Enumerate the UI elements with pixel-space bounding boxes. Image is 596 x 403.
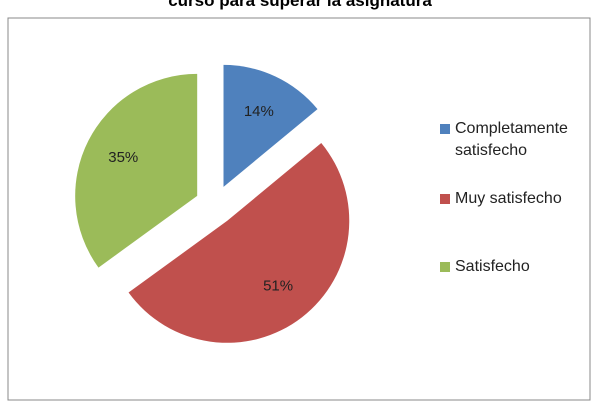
legend-label: Muy satisfecho: [455, 190, 562, 207]
legend-swatch: [440, 194, 450, 204]
data-label: 51%: [263, 277, 293, 294]
data-label: 35%: [108, 149, 138, 166]
legend-item: Muy satisfecho: [440, 188, 580, 210]
pie-slice: [75, 73, 198, 268]
legend-label: Satisfecho: [455, 258, 530, 275]
chart-title: curso para superar la asignatura: [168, 0, 432, 10]
legend-item: Satisfecho: [440, 256, 580, 278]
pie-slice: [128, 143, 350, 343]
pie-slice: [223, 64, 318, 187]
legend-item: Completamente satisfecho: [440, 118, 580, 162]
data-label: 14%: [244, 103, 274, 120]
legend-swatch: [440, 124, 450, 134]
legend-swatch: [440, 262, 450, 272]
legend-label: Completamente satisfecho: [455, 120, 568, 159]
